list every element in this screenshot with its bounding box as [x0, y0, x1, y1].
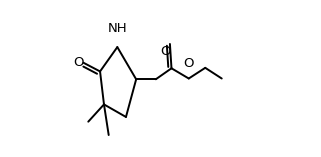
Text: O: O — [184, 57, 194, 70]
Text: O: O — [73, 56, 84, 68]
Text: O: O — [160, 45, 170, 58]
Text: NH: NH — [108, 22, 127, 35]
